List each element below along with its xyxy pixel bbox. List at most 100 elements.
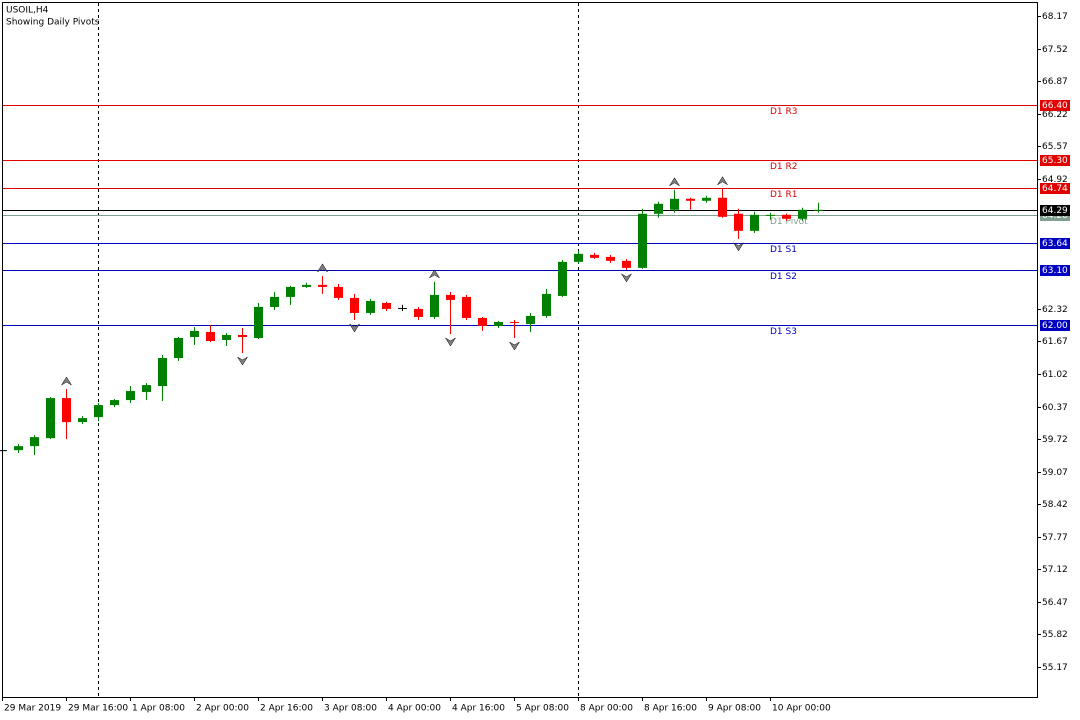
y-tick-label: 68.17 xyxy=(1042,12,1068,22)
candle-body xyxy=(366,300,375,313)
fractal-up xyxy=(317,263,328,273)
y-tick-label: 58.42 xyxy=(1042,500,1068,510)
candle-body xyxy=(414,308,423,317)
candle-body xyxy=(0,450,7,452)
x-tick-label: 3 Apr 08:00 xyxy=(324,704,377,714)
chart-subtitle: Showing Daily Pivots xyxy=(6,18,100,28)
x-tick-label: 9 Apr 08:00 xyxy=(708,704,761,714)
candle-body xyxy=(62,398,71,423)
candle-body xyxy=(558,261,567,296)
candle-body xyxy=(686,198,695,201)
candle-body xyxy=(46,398,55,439)
x-tick-label: 8 Apr 16:00 xyxy=(644,704,697,714)
y-tick-label: 65.57 xyxy=(1042,142,1068,152)
y-tick-label: 64.92 xyxy=(1042,175,1068,185)
candle-body xyxy=(398,307,407,309)
candle-body xyxy=(446,294,455,300)
pivot-name: D1 Pivot xyxy=(770,217,808,227)
candle-body xyxy=(222,334,231,340)
y-tick-label: 59.72 xyxy=(1042,435,1068,445)
candle-body xyxy=(798,209,807,219)
fractal-down xyxy=(621,273,632,283)
fractal-down xyxy=(733,242,744,252)
candle-body xyxy=(494,321,503,326)
candle-body xyxy=(302,284,311,287)
candle-body xyxy=(526,315,535,324)
fractal-down xyxy=(349,323,360,333)
candle-body xyxy=(654,203,663,214)
x-tick-label: 1 Apr 08:00 xyxy=(132,704,185,714)
level-box xyxy=(1040,155,1070,166)
candle-body xyxy=(750,214,759,231)
level-box xyxy=(1040,320,1070,331)
level-box xyxy=(1040,238,1070,249)
x-tick-label: 2 Apr 00:00 xyxy=(196,704,249,714)
y-tick-label: 61.02 xyxy=(1042,370,1068,380)
candle-body xyxy=(318,284,327,287)
level-box xyxy=(1040,100,1070,111)
x-tick-label: 4 Apr 16:00 xyxy=(452,704,505,714)
fractal-up xyxy=(61,376,72,386)
y-tick-label: 55.82 xyxy=(1042,630,1068,640)
pivot-name: D1 R2 xyxy=(770,162,798,172)
candle-body xyxy=(622,260,631,268)
candle-body xyxy=(590,254,599,258)
candle-body xyxy=(270,296,279,307)
candle-body xyxy=(462,296,471,318)
candle-body xyxy=(670,198,679,210)
level-label: 66.40 xyxy=(1042,101,1068,111)
level-box xyxy=(1040,183,1070,194)
fractal-up xyxy=(429,269,440,279)
candle-body xyxy=(254,306,263,338)
y-tick-label: 61.67 xyxy=(1042,337,1068,347)
candle-body xyxy=(190,330,199,337)
candle-body xyxy=(814,209,823,211)
level-label: 64.74 xyxy=(1042,184,1068,194)
candle-body xyxy=(606,256,615,261)
x-tick-label: 10 Apr 00:00 xyxy=(772,704,831,714)
candle-body xyxy=(158,358,167,387)
x-tick-label: 4 Apr 00:00 xyxy=(388,704,441,714)
candle-body xyxy=(350,297,359,313)
candle-body xyxy=(206,331,215,341)
candle-body xyxy=(702,197,711,201)
candle-body xyxy=(126,391,135,401)
y-tick-label: 56.47 xyxy=(1042,598,1068,608)
x-tick-label: 5 Apr 08:00 xyxy=(516,704,569,714)
x-tick-label: 29 Mar 16:00 xyxy=(68,704,128,714)
level-label: 63.10 xyxy=(1042,266,1068,276)
candle-body xyxy=(334,286,343,298)
y-tick-label: 57.12 xyxy=(1042,565,1068,575)
chart-title: USOIL,H4 xyxy=(6,6,49,16)
candle-body xyxy=(94,405,103,418)
fractal-up xyxy=(669,177,680,186)
candle-body xyxy=(30,437,39,447)
candle-body xyxy=(638,213,647,268)
pivot-name: D1 S2 xyxy=(770,272,797,282)
candle-body xyxy=(238,334,247,337)
x-tick-label: 29 Mar 2019 xyxy=(4,704,61,714)
y-tick-label: 60.37 xyxy=(1042,403,1068,413)
candle-body xyxy=(510,321,519,323)
pivot-name: D1 S1 xyxy=(770,245,797,255)
pivot-name: D1 S3 xyxy=(770,327,797,337)
level-label: 63.64 xyxy=(1042,239,1068,249)
y-tick-label: 62.32 xyxy=(1042,305,1068,315)
price-box xyxy=(1040,205,1070,216)
candle-body xyxy=(718,197,727,217)
y-tick-label: 57.77 xyxy=(1042,533,1068,543)
plot-frame xyxy=(2,2,1038,698)
pivot-name: D1 R1 xyxy=(770,190,798,200)
candle-body xyxy=(14,446,23,451)
candle-body xyxy=(382,302,391,309)
candle-body xyxy=(174,337,183,359)
fractal-down xyxy=(237,356,248,366)
candle-body xyxy=(110,400,119,406)
y-tick-label: 67.52 xyxy=(1042,45,1068,55)
candle-body xyxy=(782,214,791,219)
price-label: 64.29 xyxy=(1042,206,1068,216)
level-label: 65.30 xyxy=(1042,156,1068,166)
level-label: 62.00 xyxy=(1042,321,1068,331)
candle-body xyxy=(78,418,87,423)
